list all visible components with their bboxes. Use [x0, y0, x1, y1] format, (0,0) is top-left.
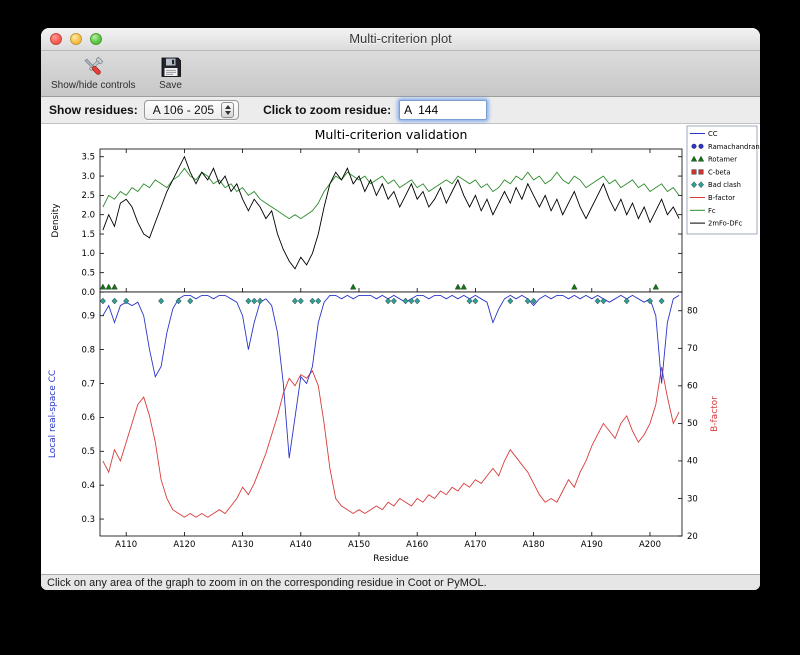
multi-criterion-chart[interactable]: Multi-criterion validation Residue Density… — [41, 124, 760, 574]
multi-criterion-plot-window: Multi-criterion plot Show/hide controls — [41, 28, 760, 590]
svg-text:0.7: 0.7 — [81, 379, 95, 389]
svg-text:20: 20 — [687, 532, 698, 542]
svg-text:A110: A110 — [115, 540, 137, 550]
svg-text:A130: A130 — [232, 540, 254, 550]
controls-row: Show residues: A 106 - 205 Click to zoom… — [41, 97, 760, 124]
svg-text:Density: Density — [51, 203, 61, 238]
toolbar: Show/hide controls Save — [41, 51, 760, 97]
svg-text:2mFo-DFc: 2mFo-DFc — [708, 220, 742, 228]
svg-text:3.5: 3.5 — [81, 153, 95, 163]
svg-text:2.0: 2.0 — [81, 211, 95, 221]
svg-text:0.6: 0.6 — [81, 413, 95, 423]
zoom-window-button[interactable] — [90, 33, 102, 45]
svg-text:A140: A140 — [290, 540, 312, 550]
show-hide-controls-label: Show/hide controls — [51, 80, 136, 91]
traffic-lights — [50, 33, 102, 45]
svg-text:Fc: Fc — [708, 207, 716, 215]
plot-area: Multi-criterion validation Residue Density… — [41, 124, 760, 574]
svg-text:Residue: Residue — [373, 554, 409, 564]
svg-text:0.4: 0.4 — [81, 481, 95, 491]
svg-text:60: 60 — [687, 382, 698, 392]
show-residues-label: Show residues: — [49, 103, 138, 117]
tools-icon — [84, 56, 104, 75]
svg-text:A190: A190 — [581, 540, 603, 550]
save-icon — [161, 57, 181, 77]
svg-text:Rotamer: Rotamer — [708, 156, 737, 164]
save-label: Save — [159, 80, 182, 91]
svg-text:B-factor: B-factor — [708, 194, 735, 202]
svg-text:80: 80 — [687, 307, 698, 317]
svg-text:70: 70 — [687, 344, 698, 354]
save-button[interactable]: Save — [154, 53, 188, 92]
svg-text:Local real-space CC: Local real-space CC — [48, 370, 58, 458]
svg-text:A150: A150 — [348, 540, 370, 550]
minimize-button[interactable] — [70, 33, 82, 45]
zoom-residue-input[interactable] — [399, 100, 488, 120]
residue-range-select[interactable]: A 106 - 205 — [143, 100, 240, 120]
svg-text:B-factor: B-factor — [710, 396, 720, 432]
svg-text:0.5: 0.5 — [81, 447, 95, 457]
svg-text:0.9: 0.9 — [81, 312, 95, 322]
window-title: Multi-criterion plot — [349, 31, 452, 46]
show-hide-controls-button[interactable]: Show/hide controls — [47, 53, 140, 92]
close-button[interactable] — [50, 33, 62, 45]
svg-text:1.0: 1.0 — [81, 249, 95, 259]
svg-text:C-beta: C-beta — [708, 168, 731, 176]
svg-text:A160: A160 — [406, 540, 428, 550]
svg-text:Multi-criterion validation: Multi-criterion validation — [315, 127, 468, 142]
status-bar: Click on any area of the graph to zoom i… — [41, 574, 760, 590]
svg-text:0.3: 0.3 — [81, 515, 95, 525]
svg-text:A180: A180 — [523, 540, 545, 550]
svg-text:A200: A200 — [639, 540, 661, 550]
svg-text:1.5: 1.5 — [81, 230, 95, 240]
svg-text:A170: A170 — [464, 540, 486, 550]
svg-text:2.5: 2.5 — [81, 191, 95, 201]
svg-text:A120: A120 — [173, 540, 195, 550]
svg-text:40: 40 — [687, 457, 698, 467]
residue-range-value: A 106 - 205 — [152, 103, 215, 117]
svg-text:0.5: 0.5 — [81, 268, 95, 278]
titlebar[interactable]: Multi-criterion plot — [41, 28, 760, 51]
svg-text:Ramachandran: Ramachandran — [708, 143, 760, 151]
stepper-arrows-icon — [221, 102, 235, 118]
status-text: Click on any area of the graph to zoom i… — [47, 577, 487, 589]
svg-text:Bad clash: Bad clash — [708, 181, 741, 189]
svg-text:0.8: 0.8 — [81, 345, 95, 355]
svg-text:CC: CC — [708, 130, 718, 138]
svg-text:30: 30 — [687, 494, 698, 504]
svg-text:3.0: 3.0 — [81, 172, 95, 182]
zoom-residue-label: Click to zoom residue: — [263, 103, 392, 117]
svg-text:0.0: 0.0 — [81, 288, 95, 298]
svg-text:50: 50 — [687, 419, 698, 429]
